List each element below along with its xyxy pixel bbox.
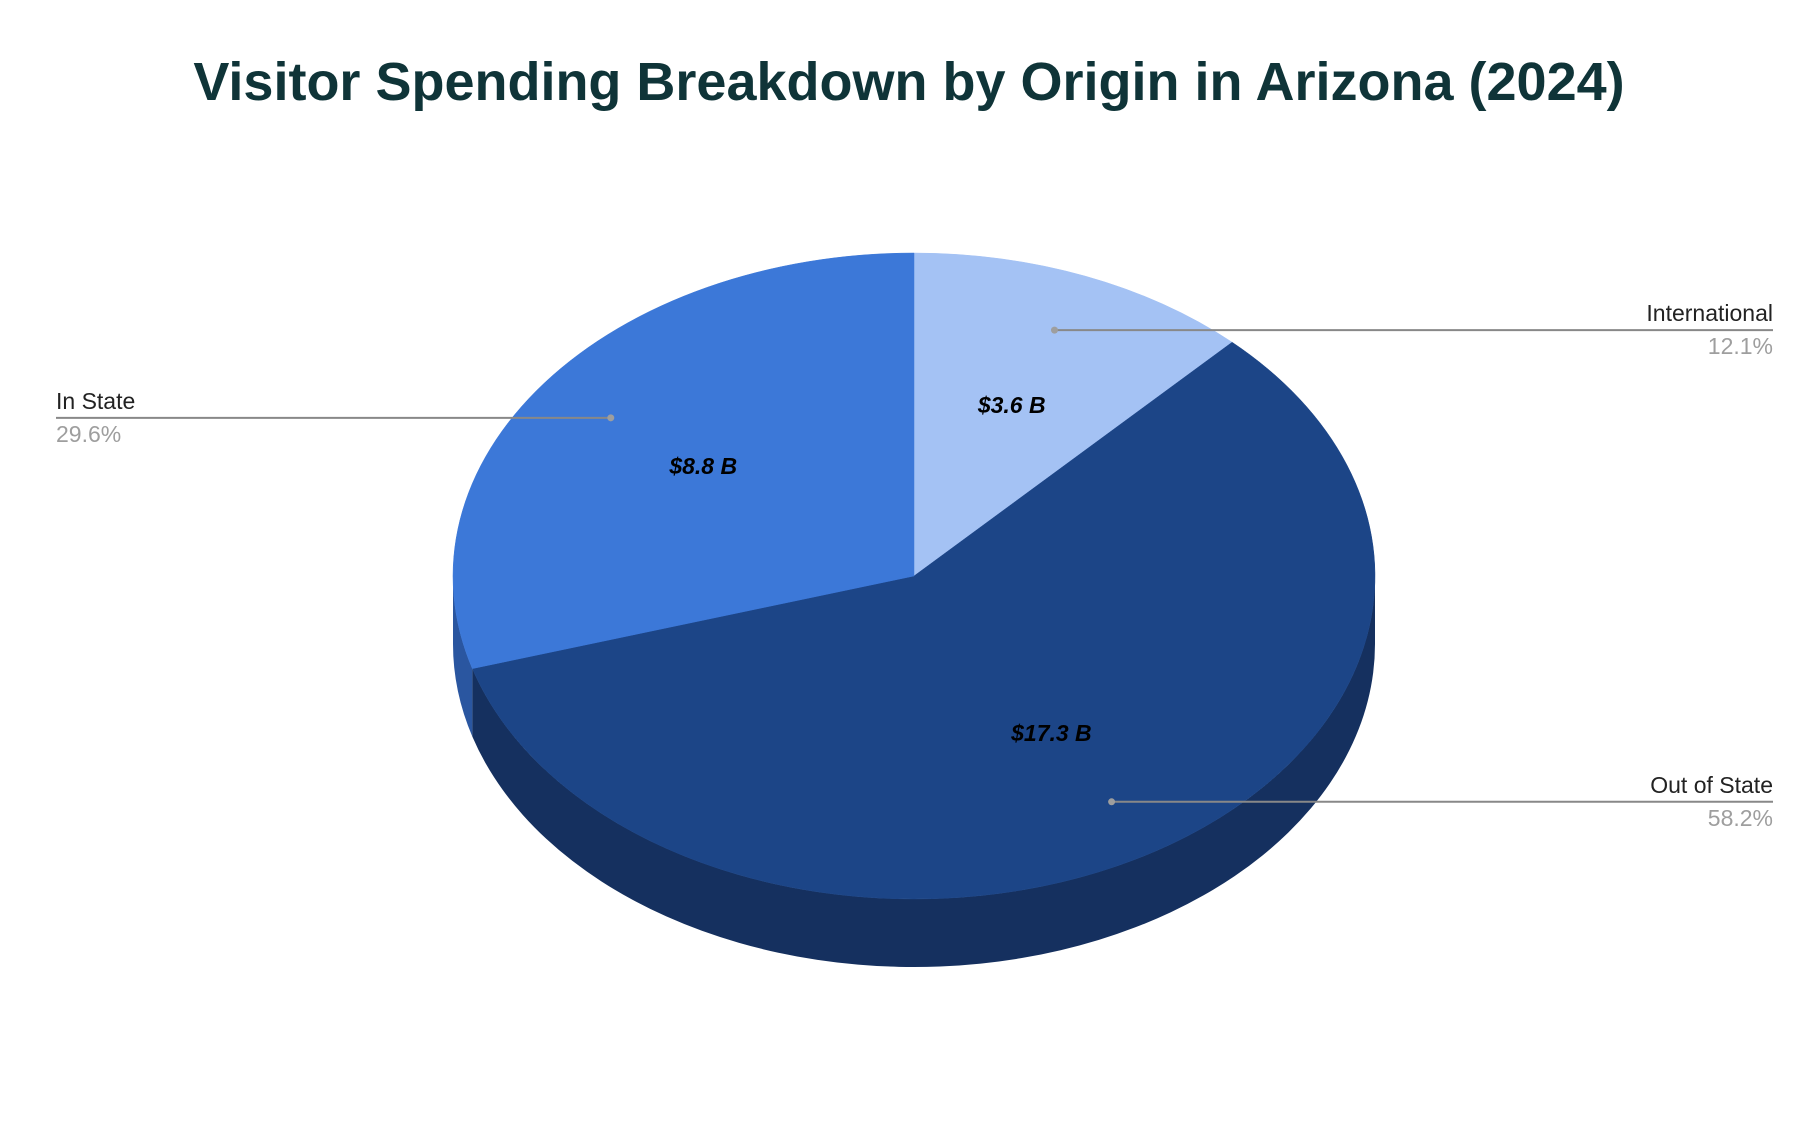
leader-dot-out-of-state <box>1108 798 1116 806</box>
slice-name-label: In State <box>56 388 135 414</box>
pie-leader-labels: International 12.1% Out of State 58.2% In St… <box>56 300 1773 831</box>
slice-name-label: Out of State <box>1650 772 1773 798</box>
pie-side-out-of-state <box>472 576 1375 967</box>
pie-value-labels: $3.6 B $17.3 B $8.8 B <box>668 392 1091 746</box>
pie-side-in-state <box>453 576 473 737</box>
slice-percent-label: 58.2% <box>1708 805 1773 831</box>
pie-slice-international[interactable] <box>913 252 1233 577</box>
slice-name-label: International <box>1646 300 1773 326</box>
pie-sides <box>453 576 1375 967</box>
slice-percent-label: 12.1% <box>1708 333 1773 359</box>
leader-dot-in-state <box>607 414 615 422</box>
chart-title: Visitor Spending Breakdown by Origin in … <box>193 52 1624 112</box>
pie-slice-in-state[interactable] <box>452 252 915 669</box>
slice-percent-label: 29.6% <box>56 421 121 447</box>
pie-slice-out-of-state[interactable] <box>472 341 1376 900</box>
leader-dot-international <box>1050 326 1058 334</box>
pie-tops <box>452 252 1376 900</box>
slice-value-label: $3.6 B <box>977 392 1046 418</box>
slice-value-label: $17.3 B <box>1010 720 1092 746</box>
slice-value-label: $8.8 B <box>668 453 737 479</box>
